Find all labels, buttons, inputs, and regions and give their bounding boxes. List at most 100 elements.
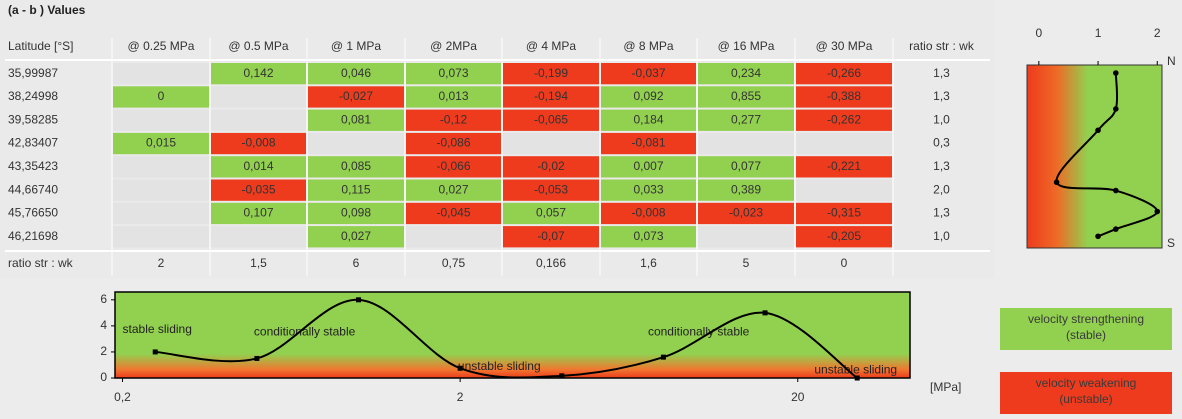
cell (601, 86, 696, 108)
cell (601, 179, 696, 201)
point (254, 355, 260, 361)
cell-text: -0,221 (827, 159, 861, 173)
cell-text: 0,855 (731, 89, 761, 103)
cell (308, 132, 404, 155)
cell (503, 156, 599, 178)
cell-text: -0,008 (241, 136, 275, 150)
cell (113, 86, 209, 108)
cell (211, 63, 306, 85)
cell (406, 226, 501, 248)
cell-text: -0,07 (537, 229, 565, 243)
cell-text: 2 (158, 256, 165, 270)
cell (406, 86, 501, 108)
cell-text: 0,007 (633, 159, 663, 173)
cell-text: 1,3 (933, 159, 950, 173)
y-tick-label: 2 (100, 344, 107, 358)
cell (211, 86, 306, 108)
cell (308, 109, 404, 131)
cell (796, 202, 892, 225)
north-label: N (1167, 54, 1176, 68)
cell (406, 156, 501, 178)
cell-text: 0,142 (243, 66, 273, 80)
cell-text: 0,014 (243, 159, 273, 173)
cell-text: 0,184 (633, 112, 663, 126)
legend-label: (unstable) (1059, 392, 1112, 406)
cell (211, 226, 306, 248)
point (854, 375, 860, 381)
x-tick-label: 20 (791, 390, 805, 404)
cell (503, 63, 599, 85)
cell (698, 132, 794, 155)
point (1095, 127, 1101, 134)
legend-label: velocity strengthening (1028, 312, 1144, 326)
cell-text: 2,0 (933, 182, 950, 196)
cell-text: 0,115 (341, 182, 370, 196)
cell-text: -0,086 (436, 136, 470, 150)
cell-text: -0,023 (729, 206, 763, 220)
cell (698, 109, 794, 131)
cell-text: 0,073 (438, 66, 468, 80)
cell (503, 179, 599, 201)
y-tick-label: 4 (100, 318, 107, 332)
cell (113, 109, 209, 131)
cell-text: 5 (743, 256, 750, 270)
cell-text: 0,046 (341, 66, 371, 80)
cell-text: 0,013 (438, 89, 468, 103)
cell (503, 86, 599, 108)
cell-text: 0,098 (341, 206, 371, 220)
x-tick-label: 2 (457, 390, 464, 404)
annotation: unstable sliding (814, 362, 897, 376)
cell-text: @ 2MPa (430, 39, 477, 53)
cell-text: -0,12 (440, 112, 468, 126)
legend-label: velocity weakening (1036, 376, 1137, 390)
cell-text: 0 (158, 89, 165, 103)
cell-text: 0,085 (341, 159, 371, 173)
cell (796, 63, 892, 85)
cell (308, 226, 404, 248)
cell-text: @ 8 MPa (623, 39, 674, 53)
cell-text: ratio str : wk (909, 39, 975, 53)
cell-text: 1,3 (933, 66, 950, 80)
cell (503, 226, 599, 248)
cell-text: 0,277 (731, 112, 761, 126)
cell (308, 86, 404, 108)
cell-text: 6 (353, 256, 360, 270)
cell-text: -0,065 (534, 112, 568, 126)
cell-text: 44,66740 (8, 182, 58, 196)
x-axis-label: [MPa] (930, 380, 961, 394)
curve (155, 298, 858, 379)
plot-area (114, 291, 911, 379)
cell-text: 0,092 (633, 89, 663, 103)
cell-text: 1,0 (933, 112, 950, 126)
cell (796, 132, 892, 155)
legend-swatch (1000, 372, 1172, 414)
cell-text: 0,027 (341, 229, 371, 243)
x-tick-label: 0 (1035, 26, 1042, 40)
cell (308, 156, 404, 178)
table-title: (a - b ) Values (8, 3, 86, 17)
cell-text: -0,315 (827, 206, 861, 220)
cell-text: 0,015 (146, 136, 176, 150)
x-tick-label: 0,2 (114, 390, 131, 404)
cell (796, 109, 892, 131)
cell-text: @ 30 MPa (816, 39, 873, 53)
curve (1055, 72, 1159, 238)
cell (113, 63, 209, 85)
cell-text: 0,3 (933, 136, 950, 150)
plot-area (1026, 64, 1163, 249)
cell-text: 1,3 (933, 89, 950, 103)
cell (211, 156, 306, 178)
cell-text: @ 4 MPa (526, 39, 577, 53)
cell-text: @ 0.25 MPa (128, 39, 195, 53)
point (356, 297, 362, 303)
annotation: unstable sliding (458, 359, 541, 373)
cell (211, 109, 306, 131)
point (1095, 233, 1101, 240)
cell (601, 132, 696, 155)
cell (796, 179, 892, 201)
cell (601, 109, 696, 131)
cell-text: 0,057 (536, 206, 566, 220)
cell (796, 226, 892, 248)
point (1113, 70, 1119, 76)
